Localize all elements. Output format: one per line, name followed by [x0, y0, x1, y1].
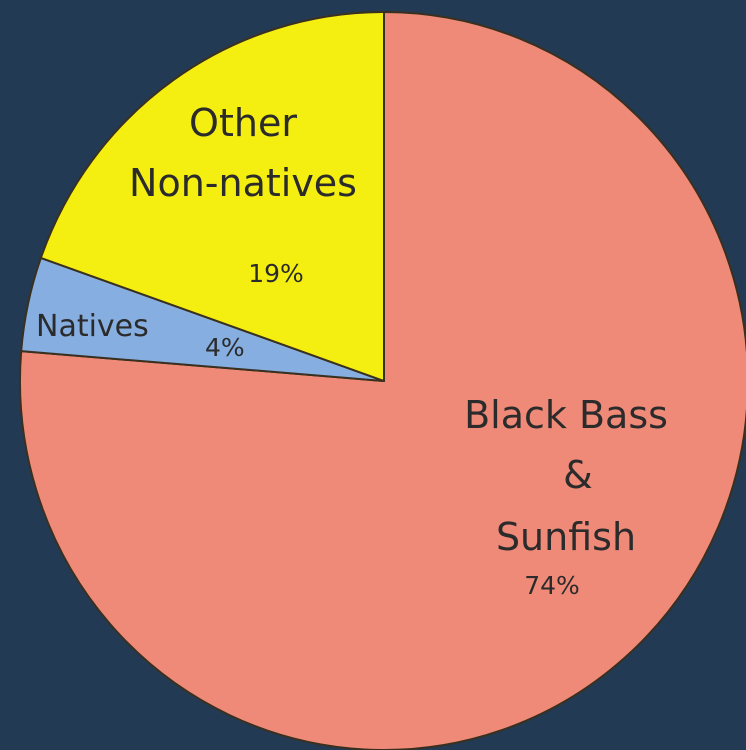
- slice-value-black-bass-sunfish: 74%: [524, 571, 580, 600]
- label-group-black-bass-sunfish: Black Bass & Sunfish 74%: [464, 393, 668, 600]
- slice-label-other-non-natives-line-2: Non-natives: [129, 161, 357, 205]
- label-group-natives: Natives 4%: [36, 309, 245, 362]
- slice-label-other-non-natives-line-1: Other: [189, 101, 297, 145]
- slice-label-natives: Natives: [36, 309, 149, 344]
- slice-value-other-non-natives: 19%: [248, 259, 304, 288]
- pie-slice-other-non-natives: [39, 11, 385, 382]
- label-group-other-non-natives: Other Non-natives 19%: [129, 101, 357, 288]
- pie-slices: [19, 11, 746, 750]
- slice-label-black-bass-sunfish-line-1: Black Bass: [464, 393, 668, 437]
- slice-value-natives: 4%: [205, 333, 245, 362]
- slice-label-black-bass-sunfish-line-2: &: [563, 453, 593, 497]
- slice-label-black-bass-sunfish-line-3: Sunfish: [496, 515, 636, 559]
